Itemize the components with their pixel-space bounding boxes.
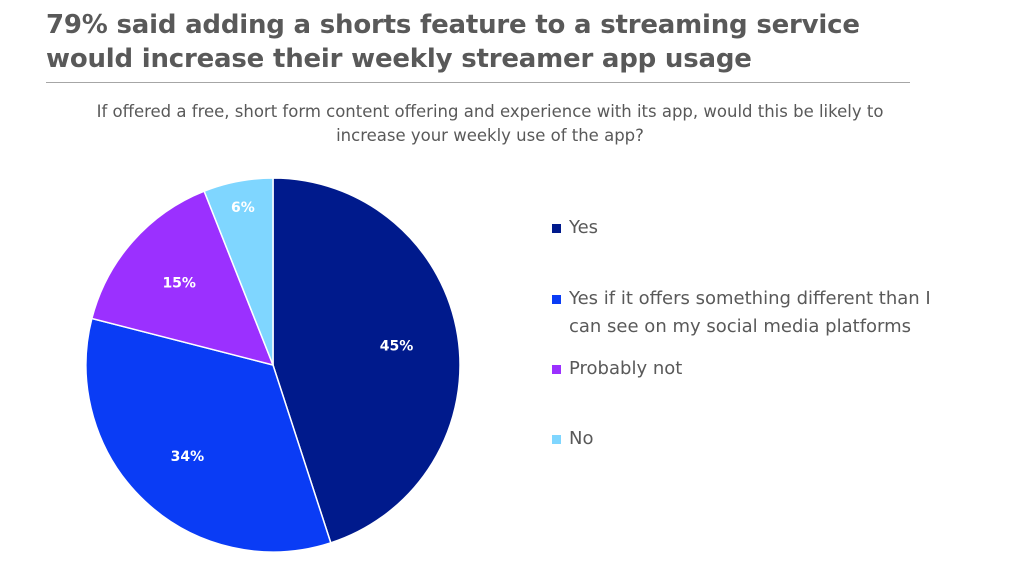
- pie-slices: [85, 177, 461, 553]
- pie-slice-yes: [272, 177, 461, 544]
- pie-labels: 45% 34% 15% 6%: [162, 200, 413, 465]
- legend-swatch-yes-if-different: [552, 295, 561, 304]
- legend-label-no: No: [569, 425, 989, 453]
- chart-subtitle: If offered a free, short form content of…: [30, 100, 950, 148]
- chart-subtitle-line-1: If offered a free, short form content of…: [96, 102, 884, 121]
- legend-label-yes-if-different-line-2: can see on my social media platforms: [569, 316, 912, 337]
- legend-label-yes: Yes: [569, 214, 989, 242]
- legend-label-probably-not-text: Probably not: [569, 358, 683, 379]
- pie-label-yes-if-different: 34%: [171, 449, 205, 465]
- pie-slice-probably-not: [90, 190, 275, 367]
- legend-swatch-probably-not: [552, 365, 561, 374]
- legend-swatch-no: [552, 435, 561, 444]
- legend-label-probably-not: Probably not: [569, 355, 989, 383]
- legend-label-yes-if-different-line-1: Yes if it offers something different tha…: [569, 288, 931, 309]
- chart-title-line-2: would increase their weekly streamer app…: [46, 44, 752, 74]
- legend-item-yes-if-different: Yes if it offers something different tha…: [552, 285, 989, 341]
- legend-label-no-text: No: [569, 428, 594, 449]
- legend-label-yes-if-different: Yes if it offers something different tha…: [569, 285, 989, 341]
- pie-slice-yes-if-different: [85, 317, 332, 553]
- pie-slice-no: [203, 177, 274, 366]
- pie-label-probably-not: 15%: [162, 275, 196, 291]
- legend-label-yes-text: Yes: [569, 217, 599, 238]
- chart-subtitle-line-2: increase your weekly use of the app?: [336, 126, 644, 145]
- legend-swatch-yes: [552, 224, 561, 233]
- legend-item-probably-not: Probably not: [552, 355, 989, 383]
- chart-title: 79% said adding a shorts feature to a st…: [46, 8, 946, 76]
- legend-item-yes: Yes: [552, 214, 989, 242]
- title-divider: [46, 82, 910, 83]
- legend-item-no: No: [552, 425, 989, 453]
- pie-label-yes: 45%: [380, 338, 414, 354]
- chart-title-line-1: 79% said adding a shorts feature to a st…: [46, 10, 860, 40]
- pie-label-no: 6%: [231, 200, 255, 216]
